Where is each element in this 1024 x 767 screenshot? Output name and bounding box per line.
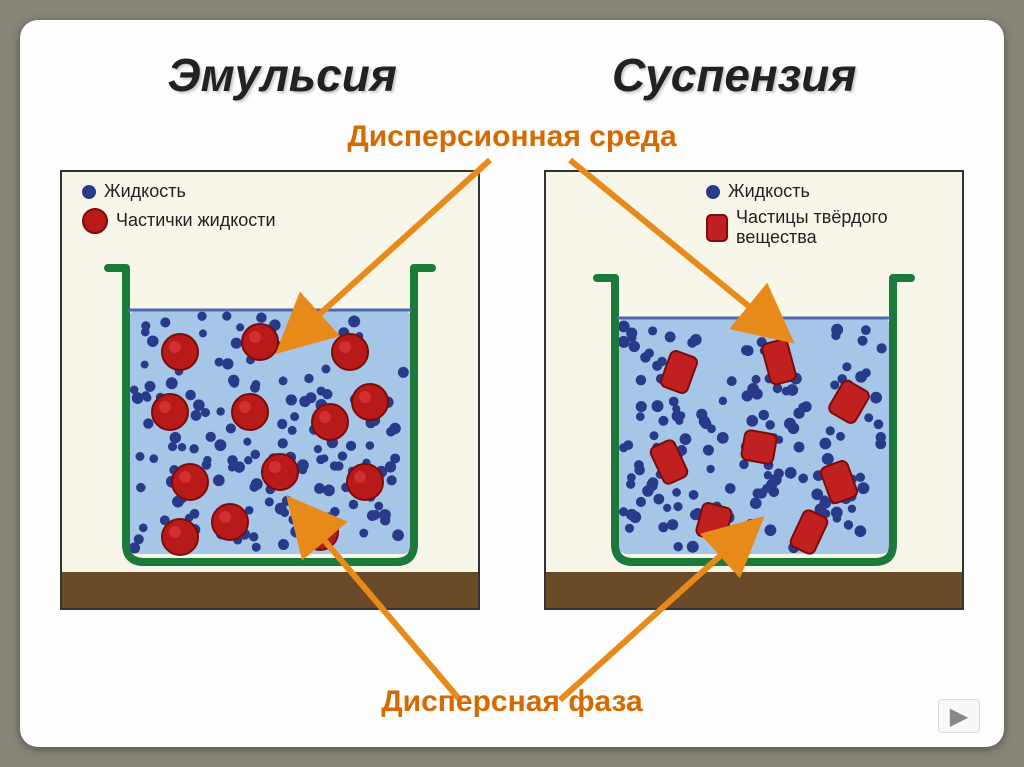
next-button[interactable]: ▶: [938, 699, 980, 733]
legend-row-liquid: Жидкость: [706, 182, 962, 202]
legend-row-liquid: Жидкость: [82, 182, 276, 202]
chevron-right-icon: ▶: [950, 702, 968, 731]
panels-row: Жидкость Частички жидкости Жидкость Час: [60, 170, 964, 610]
legend-suspension: Жидкость Частицы твёрдого вещества: [706, 182, 962, 253]
beaker-emulsion: [100, 252, 440, 572]
dot-icon: [82, 185, 96, 199]
legend-particle-label: Частички жидкости: [116, 211, 276, 231]
legend-particle-label: Частицы твёрдого вещества: [736, 208, 962, 248]
label-disperse-phase: Дисперсная фаза: [20, 685, 1004, 719]
dot-icon: [706, 185, 720, 199]
legend-liquid-label: Жидкость: [104, 182, 186, 202]
legend-row-particle: Частицы твёрдого вещества: [706, 208, 962, 248]
label-dispersion-medium: Дисперсионная среда: [20, 120, 1004, 154]
ground: [546, 572, 962, 608]
title-emulsion: Эмульсия: [168, 48, 397, 102]
title-suspension: Суспензия: [612, 48, 857, 102]
slide: Эмульсия Суспензия Дисперсионная среда Ж…: [20, 20, 1004, 747]
chunk-icon: [706, 214, 728, 242]
legend-emulsion: Жидкость Частички жидкости: [82, 182, 276, 240]
titles-row: Эмульсия Суспензия: [20, 48, 1004, 102]
ground: [62, 572, 478, 608]
legend-liquid-label: Жидкость: [728, 182, 810, 202]
legend-row-particle: Частички жидкости: [82, 208, 276, 234]
beaker-suspension: [589, 262, 919, 572]
panel-emulsion: Жидкость Частички жидкости: [60, 170, 480, 610]
panel-suspension: Жидкость Частицы твёрдого вещества: [544, 170, 964, 610]
drop-icon: [82, 208, 108, 234]
